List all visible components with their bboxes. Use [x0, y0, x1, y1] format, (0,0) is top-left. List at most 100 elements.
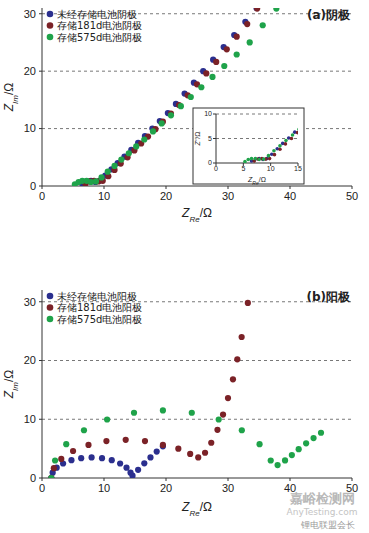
- watermark: AnyTesting.com: [287, 507, 358, 517]
- data-point: [48, 475, 54, 478]
- data-point: [147, 454, 153, 460]
- x-tick: [352, 478, 353, 481]
- data-point: [81, 427, 87, 433]
- y-tick: [39, 71, 42, 72]
- data-point: [51, 465, 57, 471]
- data-point: [234, 356, 240, 362]
- data-point: [303, 440, 309, 446]
- y-tick-label: 5: [208, 135, 212, 142]
- data-point: [123, 465, 129, 471]
- data-point: [133, 143, 139, 149]
- x-tick-label: 40: [284, 190, 296, 202]
- data-point: [105, 169, 111, 175]
- data-point: [98, 174, 104, 180]
- x-tick: [352, 186, 353, 189]
- watermark: 锂电联盟会长: [300, 520, 355, 530]
- x-tick-label: 0: [214, 165, 218, 172]
- data-point: [202, 450, 208, 456]
- data-point: [220, 411, 226, 417]
- data-point: [58, 456, 64, 462]
- y-tick: [39, 478, 42, 479]
- data-point: [224, 46, 230, 52]
- y-tick-label: 0: [208, 159, 212, 166]
- x-axis-line: [216, 163, 298, 164]
- x-tick: [104, 186, 105, 189]
- legend-marker: [47, 304, 54, 311]
- data-point: [246, 158, 250, 162]
- data-point: [225, 395, 231, 401]
- panel-title: (a)阴极: [307, 8, 351, 22]
- data-point: [254, 8, 260, 12]
- legend-label: 未经存储电池阳极: [57, 291, 137, 302]
- y-tick-label: 10: [24, 122, 36, 134]
- data-point: [289, 452, 295, 458]
- data-point: [93, 178, 99, 184]
- data-point: [178, 103, 184, 109]
- y-axis-line: [42, 290, 43, 478]
- x-tick: [290, 478, 291, 481]
- x-axis-label: ZRe/Ω: [181, 500, 212, 518]
- y-tick-label: 0: [30, 472, 36, 484]
- data-point: [282, 457, 288, 463]
- y-tick-label: 0: [30, 180, 36, 192]
- y-tick-label: 20: [24, 65, 36, 77]
- data-point: [253, 8, 259, 11]
- data-point: [48, 475, 54, 478]
- x-tick-label: 10: [98, 190, 110, 202]
- x-tick-label: 30: [222, 482, 234, 494]
- y-tick-label: 20: [24, 354, 36, 366]
- data-point: [187, 451, 193, 457]
- data-point: [141, 460, 147, 466]
- y-tick-label: 10: [204, 110, 212, 117]
- data-point: [68, 457, 74, 463]
- x-tick-label: 20: [160, 190, 172, 202]
- inset-y-axis-label-suffix: /Ω: [194, 131, 201, 138]
- data-point: [89, 454, 95, 460]
- data-point: [129, 473, 135, 478]
- data-point: [296, 446, 302, 452]
- data-point: [256, 441, 262, 447]
- inset-x-axis-label: ZRe/Ω: [247, 176, 266, 186]
- data-point: [195, 454, 201, 460]
- data-point: [118, 156, 124, 162]
- legend-marker: [47, 293, 54, 300]
- data-point: [247, 39, 253, 45]
- data-point: [291, 133, 295, 137]
- data-point: [230, 376, 236, 382]
- plot-marks: [48, 300, 324, 478]
- data-point: [208, 440, 214, 446]
- grid-line: [42, 360, 352, 361]
- data-point: [244, 21, 250, 27]
- watermark: 嘉峪检测网: [290, 491, 355, 506]
- data-point: [159, 120, 165, 126]
- y-tick: [39, 301, 42, 302]
- x-tick-label: 10: [267, 165, 275, 172]
- data-point: [141, 136, 147, 142]
- legend-marker: [47, 22, 54, 29]
- data-point: [243, 160, 247, 163]
- data-point: [70, 448, 76, 454]
- data-point: [99, 455, 105, 461]
- data-point: [257, 158, 261, 162]
- data-point: [126, 150, 132, 156]
- data-point: [234, 34, 240, 40]
- data-point: [221, 63, 227, 69]
- data-point: [213, 59, 219, 65]
- y-tick: [213, 114, 216, 115]
- grid-line: [42, 71, 352, 72]
- data-point: [209, 74, 215, 80]
- x-tick: [290, 186, 291, 189]
- x-tick-label: 20: [160, 482, 172, 494]
- data-point: [109, 457, 115, 463]
- data-point: [278, 144, 282, 148]
- y-tick: [213, 163, 216, 164]
- data-point: [111, 163, 117, 169]
- data-point: [272, 149, 276, 153]
- data-point: [135, 467, 141, 473]
- x-axis-label-suffix: /Ω: [200, 206, 212, 220]
- legend-label: 未经存储电池阴极: [57, 9, 137, 20]
- y-tick: [39, 186, 42, 187]
- data-point: [268, 457, 274, 463]
- x-tick-label: 0: [39, 190, 45, 202]
- inset-y-axis-label: Z''/Ω: [194, 131, 201, 146]
